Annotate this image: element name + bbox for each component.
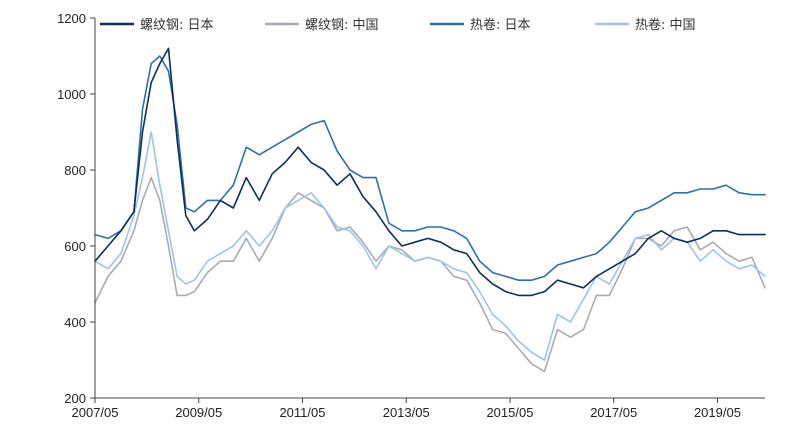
y-tick-label: 600 [64,239,86,254]
x-tick-label: 2017/05 [590,405,637,420]
legend-label: 热卷: 日本 [470,17,531,33]
series-line-3 [94,131,766,361]
x-tick-label: 2009/05 [175,405,222,420]
y-tick-label: 1200 [57,11,86,26]
legend-label: 螺纹钢: 中国 [305,18,379,33]
series-line-2 [94,55,766,281]
x-axis-ticks: 2007/05 2009/05 2011/05 2013/05 2015/05 2017/… [72,398,741,420]
series-line-1 [94,176,766,373]
x-tick-label: 2015/05 [486,405,533,420]
y-tick-label: 1000 [57,87,86,102]
x-tick-label: 2007/05 [72,405,119,420]
legend-label: 螺纹钢: 日本 [140,18,214,33]
y-tick-label: 800 [64,163,86,178]
chart-axes [94,18,765,399]
legend-label: 热卷: 中国 [635,17,696,33]
y-tick-label: 200 [64,391,86,406]
y-axis-ticks: 200 400 600 800 1000 1200 [57,11,95,406]
series-line-0 [94,47,766,297]
y-tick-label: 400 [64,315,86,330]
plot-area [94,47,766,373]
x-tick-label: 2019/05 [694,405,741,420]
x-tick-label: 2013/05 [383,405,430,420]
x-tick-label: 2011/05 [279,405,325,420]
chart-legend: 螺纹钢: 日本 螺纹钢: 中国 热卷: 日本 热卷: 中国 [100,17,696,33]
